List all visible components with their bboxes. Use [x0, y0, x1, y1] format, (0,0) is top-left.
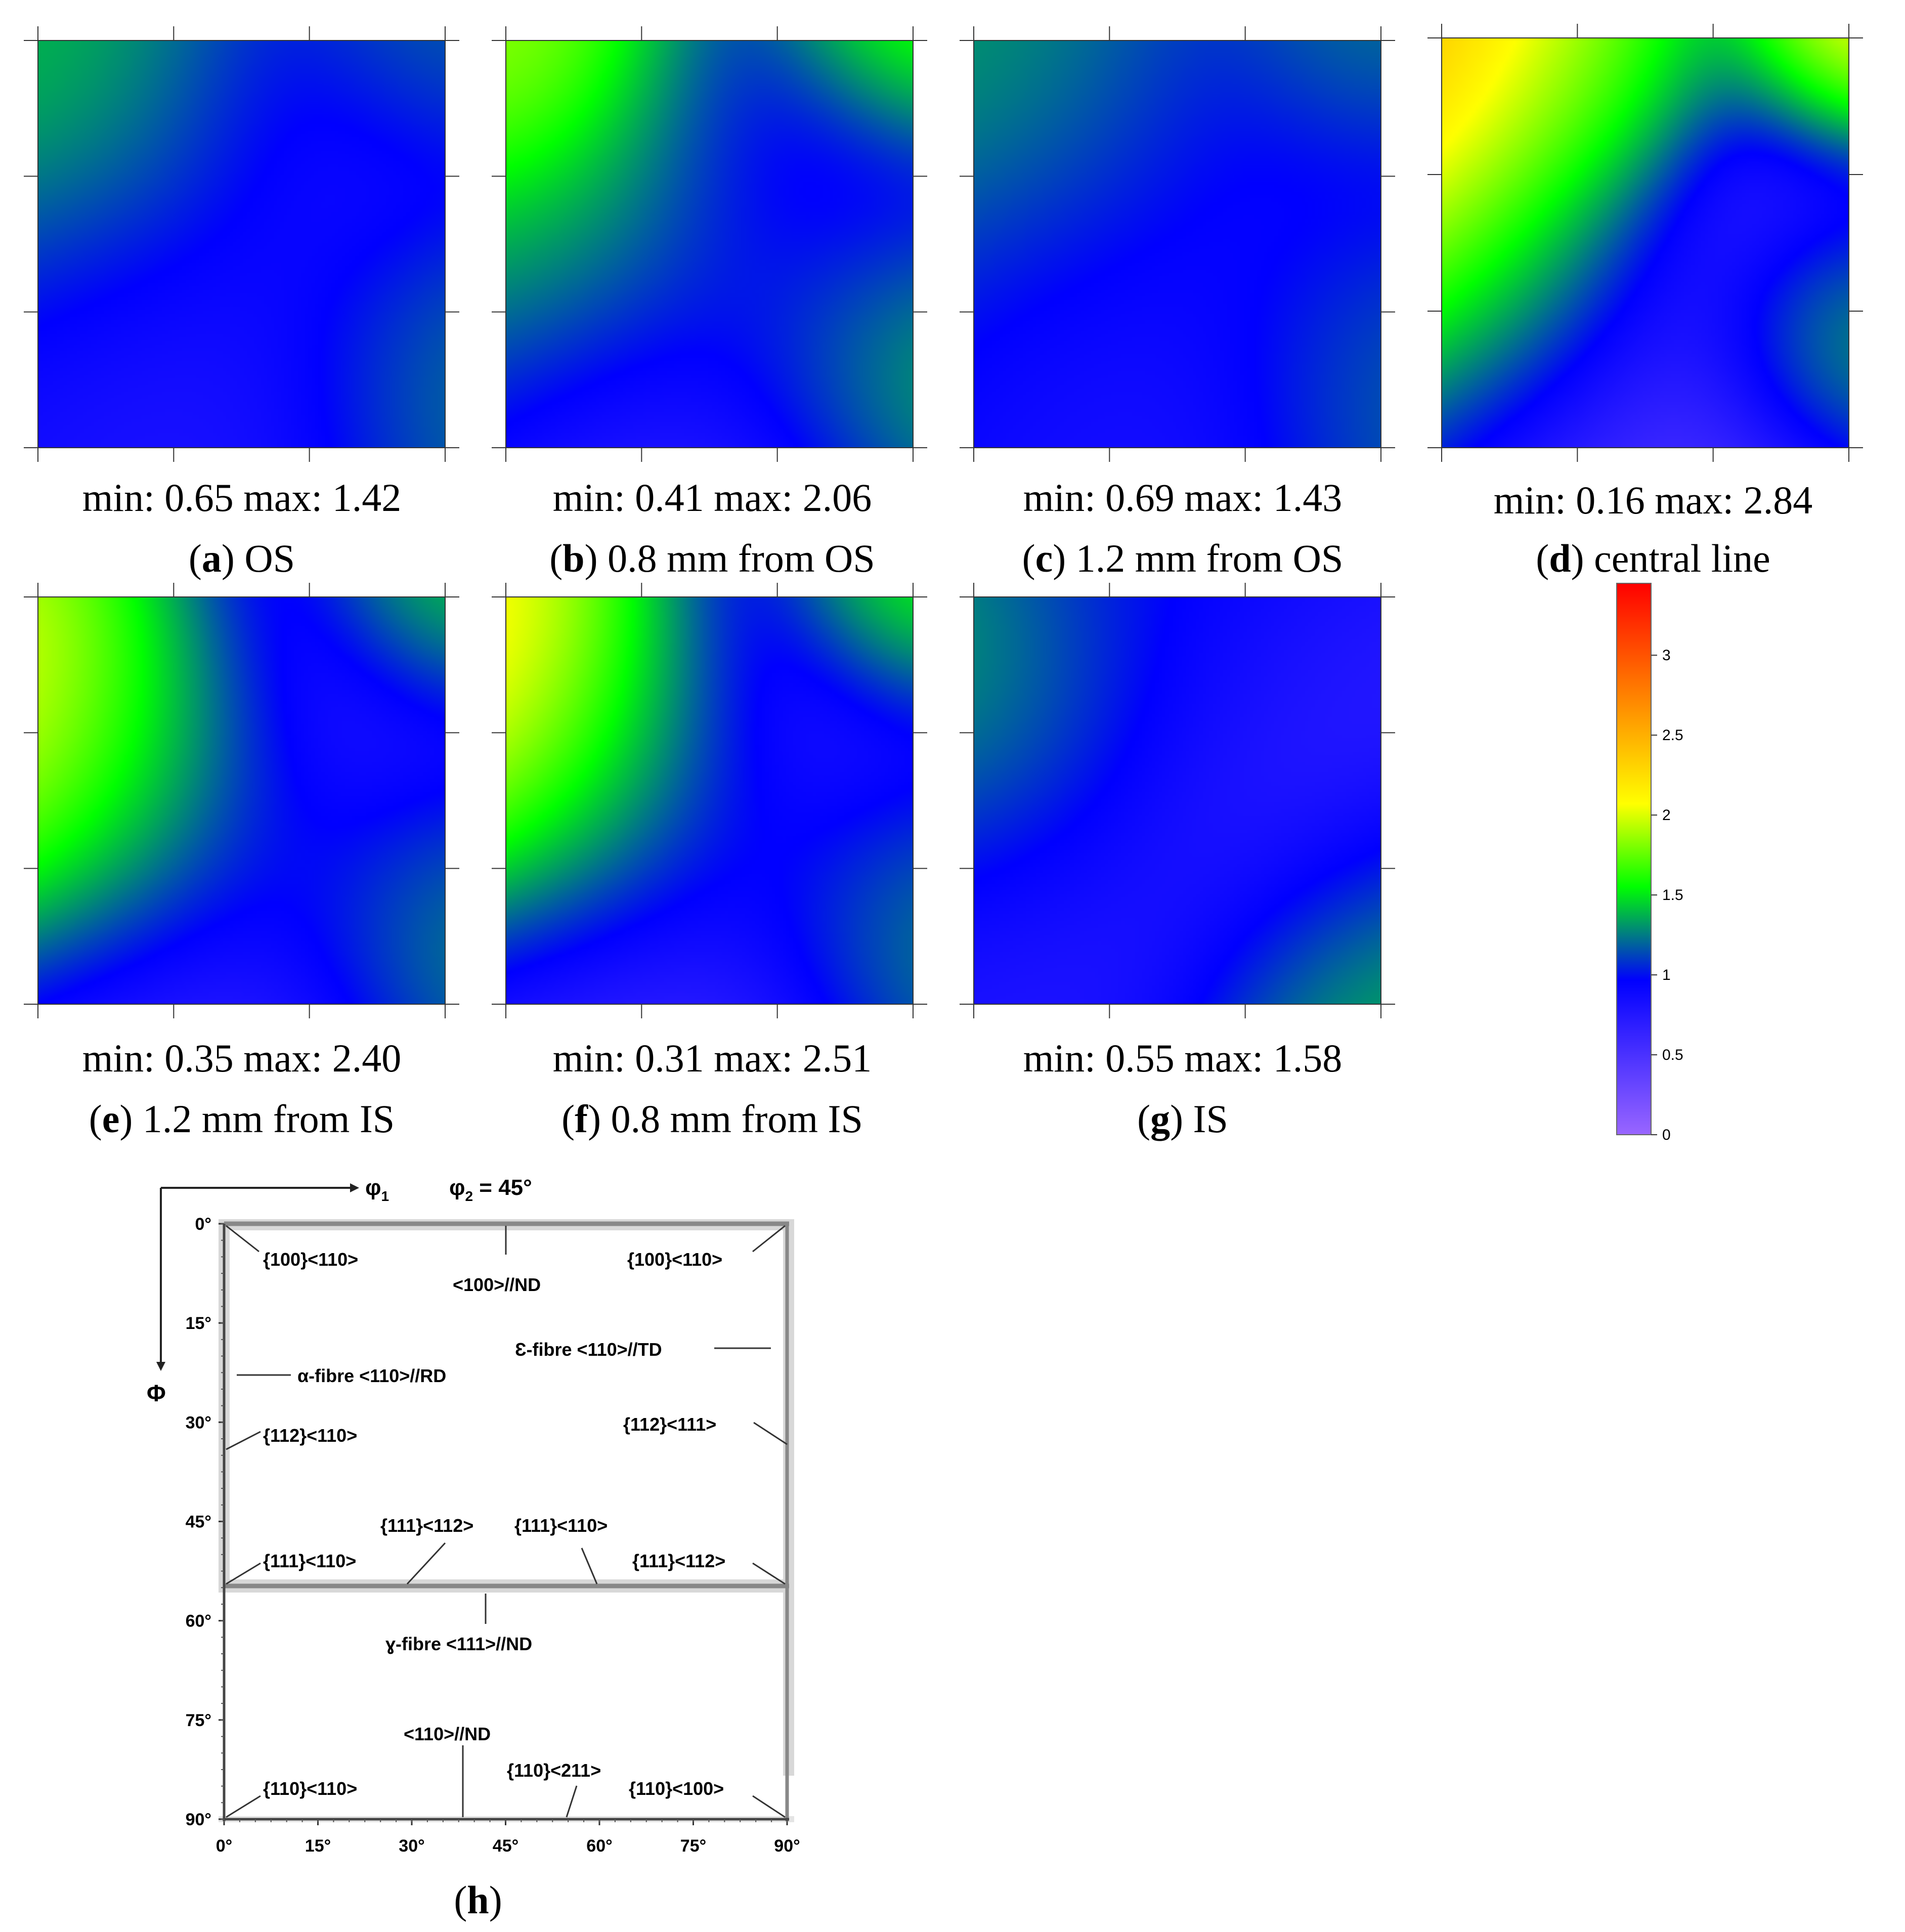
odf-frame-g	[973, 596, 1381, 1005]
label-111-110-mid: {111}<110>	[514, 1515, 608, 1536]
x-tick-label: 90°	[774, 1836, 800, 1856]
panel-b-stats: min: 0.41 max: 2.06	[553, 476, 872, 520]
colorbar-tick-label: 0	[1662, 1127, 1671, 1143]
y-tick-label: 15°	[186, 1314, 211, 1333]
label-alpha-fibre: α-fibre <110>//RD	[297, 1365, 446, 1386]
x-ticks: 0° 15° 30° 45° 60° 75° 90°	[216, 1819, 800, 1856]
panel-g-stats: min: 0.55 max: 1.58	[1023, 1036, 1342, 1080]
leader-lines	[226, 1225, 788, 1818]
label-110-110: {110}<110>	[263, 1778, 357, 1799]
odf-section-e	[38, 597, 445, 1004]
y-tick-label: 45°	[186, 1513, 211, 1532]
panel-g-caption: (g) IS	[1137, 1097, 1228, 1141]
colorbar-ticks: 3 2.5 2 1.5 1 0.5 0	[1651, 647, 1683, 1143]
x-tick-label: 0°	[216, 1836, 233, 1856]
panel-h-caption: (h)	[454, 1878, 502, 1922]
Phi-label: Φ	[147, 1380, 166, 1406]
label-110-211: {110}<211>	[507, 1760, 601, 1781]
y-tick-label: 90°	[186, 1810, 211, 1829]
label-100-110-left: {100}<110>	[263, 1249, 358, 1270]
panel-b-caption: (b) 0.8 mm from OS	[549, 536, 875, 580]
odf-section-f	[506, 597, 913, 1004]
odf-section-g	[974, 597, 1381, 1004]
label-112-111: {112}<111>	[623, 1414, 716, 1435]
label-100-nd: <100>//ND	[453, 1274, 541, 1295]
y-tick-label: 60°	[186, 1612, 211, 1631]
label-111-112-mid: {111}<112>	[380, 1515, 473, 1536]
odf-frame-d	[1441, 37, 1849, 448]
label-110-100: {110}<100>	[629, 1778, 724, 1799]
odf-frame-e	[37, 596, 446, 1005]
phi2-label: φ2 = 45°	[449, 1175, 532, 1204]
colorbar-tick-label: 1.5	[1662, 887, 1683, 904]
odf-frame-f	[505, 596, 914, 1005]
captions: min: 0.65 max: 1.42 (a) OS min: 0.41 max…	[82, 476, 1812, 1141]
label-gamma-fibre: ɣ-fibre <111>//ND	[385, 1634, 532, 1654]
label-112-110: {112}<110>	[263, 1425, 357, 1446]
colorbar: 3 2.5 2 1.5 1 0.5 0	[1616, 583, 1683, 1143]
panel-d-caption: (d) central line	[1536, 536, 1770, 580]
label-111-112-right: {111}<112>	[632, 1551, 725, 1571]
y-tick-label: 75°	[186, 1711, 211, 1730]
odf-frame-c	[973, 40, 1381, 448]
odf-section-b	[506, 40, 913, 448]
y-tick-label: 0°	[195, 1215, 211, 1234]
phi1-arrow-head	[350, 1183, 359, 1192]
x-tick-label: 45°	[493, 1836, 518, 1856]
x-tick-label: 60°	[586, 1836, 612, 1856]
panel-f-caption: (f) 0.8 mm from IS	[561, 1097, 863, 1141]
label-110-nd: <110>//ND	[404, 1724, 491, 1744]
x-tick-label: 75°	[680, 1836, 706, 1856]
colorbar-tick-label: 3	[1662, 647, 1671, 664]
panel-c-stats: min: 0.69 max: 1.43	[1023, 476, 1342, 520]
colorbar-tick-label: 2	[1662, 807, 1671, 824]
label-111-110-left: {111}<110>	[263, 1551, 356, 1571]
x-tick-label: 15°	[305, 1836, 331, 1856]
label-epsilon-fibre: Ɛ-fibre <110>//TD	[515, 1339, 662, 1360]
x-tick-label: 30°	[399, 1836, 424, 1856]
panel-c-caption: (c) 1.2 mm from OS	[1022, 536, 1344, 580]
panel-a-stats: min: 0.65 max: 1.42	[82, 476, 401, 520]
odf-section-c	[974, 40, 1381, 448]
panel-e-caption: (e) 1.2 mm from IS	[89, 1097, 395, 1141]
odf-panels	[24, 24, 1863, 1018]
odf-frame-b	[505, 40, 914, 448]
panel-a-caption: (a) OS	[189, 536, 295, 580]
label-100-110-right: {100}<110>	[627, 1249, 722, 1270]
odf-section-d	[1442, 38, 1849, 448]
panel-f-stats: min: 0.31 max: 2.51	[553, 1036, 872, 1080]
orientation-legend: φ1 φ2 = 45° Φ 0° 15° 30° 45° 60° 75° 90° 0° 15°…	[147, 1175, 800, 1922]
colorbar-tick-label: 0.5	[1662, 1047, 1683, 1063]
Phi-arrow-head	[156, 1362, 165, 1371]
colorbar-tick-label: 1	[1662, 967, 1671, 983]
odf-frame-a	[37, 40, 446, 448]
colorbar-tick-label: 2.5	[1662, 727, 1683, 744]
colorbar-gradient	[1616, 583, 1652, 1135]
odf-section-a	[38, 40, 445, 448]
y-tick-label: 30°	[186, 1413, 211, 1432]
panel-e-stats: min: 0.35 max: 2.40	[82, 1036, 401, 1080]
panel-d-stats: min: 0.16 max: 2.84	[1494, 478, 1812, 522]
phi1-label: φ1	[365, 1175, 389, 1204]
y-ticks: 0° 15° 30° 45° 60° 75° 90°	[186, 1215, 224, 1829]
